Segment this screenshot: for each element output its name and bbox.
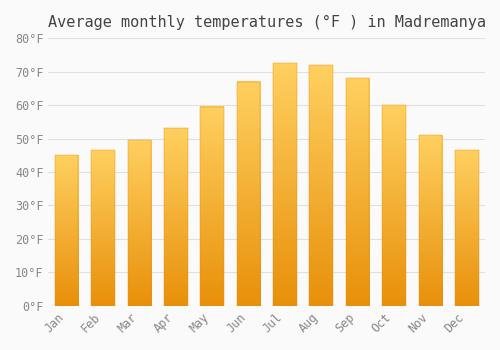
- Bar: [200, 107, 224, 306]
- Bar: [418, 135, 442, 306]
- Bar: [455, 150, 478, 306]
- Bar: [236, 82, 260, 306]
- Bar: [273, 63, 296, 306]
- Bar: [91, 150, 115, 306]
- Bar: [346, 78, 370, 306]
- Bar: [164, 128, 188, 306]
- Bar: [310, 65, 333, 306]
- Bar: [54, 155, 78, 306]
- Title: Average monthly temperatures (°F ) in Madremanya: Average monthly temperatures (°F ) in Ma…: [48, 15, 486, 30]
- Bar: [128, 140, 151, 306]
- Bar: [382, 105, 406, 306]
